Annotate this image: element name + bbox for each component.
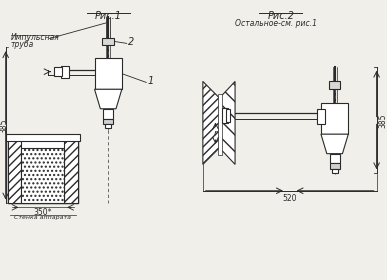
Bar <box>6 134 80 141</box>
Bar <box>8 140 21 204</box>
Bar <box>219 94 223 155</box>
Polygon shape <box>321 134 348 154</box>
Text: Стенка аппарата: Стенка аппарата <box>14 215 71 220</box>
Bar <box>21 148 64 204</box>
Text: 520: 520 <box>283 194 297 203</box>
Polygon shape <box>94 89 122 109</box>
Bar <box>103 118 113 124</box>
Bar <box>226 109 230 122</box>
Bar <box>329 81 341 89</box>
Text: Остальное-см. рис.1: Остальное-см. рис.1 <box>235 19 317 28</box>
Text: Импульсная: Импульсная <box>10 33 60 42</box>
Bar <box>8 140 78 204</box>
Bar <box>330 154 339 164</box>
Bar <box>102 38 114 45</box>
Bar <box>330 164 339 169</box>
Bar <box>61 66 69 78</box>
Bar <box>317 109 325 124</box>
Bar <box>94 58 122 89</box>
Text: 2: 2 <box>128 38 134 47</box>
Text: 385: 385 <box>378 113 387 128</box>
Text: 385: 385 <box>0 118 8 133</box>
Text: труба: труба <box>10 40 34 50</box>
Text: r: r <box>214 129 217 138</box>
Polygon shape <box>203 81 219 164</box>
Bar <box>223 108 228 123</box>
Bar <box>103 109 113 118</box>
Polygon shape <box>219 81 235 164</box>
Bar <box>321 103 348 134</box>
Text: Рис.2: Рис.2 <box>267 11 295 21</box>
Text: 1: 1 <box>147 76 154 87</box>
Bar <box>64 140 78 204</box>
Text: Рис.1: Рис.1 <box>95 11 122 21</box>
Bar <box>105 124 111 128</box>
Bar <box>55 67 62 76</box>
Bar <box>332 169 337 173</box>
Text: 350*: 350* <box>34 208 52 217</box>
